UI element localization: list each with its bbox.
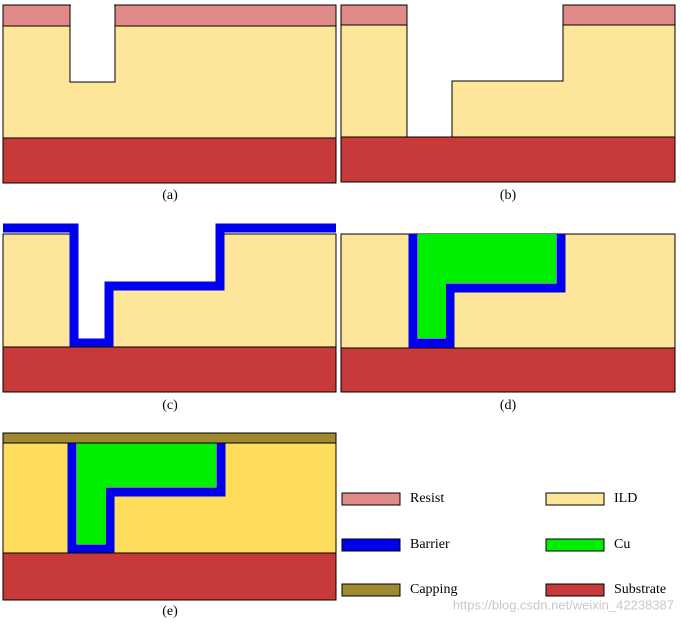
legend-swatch <box>545 538 605 552</box>
copper <box>418 234 556 338</box>
legend-label: Capping <box>410 582 457 597</box>
legend-swatch <box>545 492 605 506</box>
panel-label: (b) <box>500 188 517 203</box>
copper <box>77 443 216 544</box>
barrier <box>408 234 566 348</box>
legend-label: Substrate <box>614 582 666 597</box>
panel-label: (a) <box>162 188 178 203</box>
resist <box>340 4 408 26</box>
opening <box>71 4 114 26</box>
legend-label: Barrier <box>410 537 450 552</box>
legend: Resist ILD Barrier Cu Capping Substrate <box>341 491 666 597</box>
legend-label: Resist <box>410 491 444 506</box>
panel-e: (e) <box>2 432 337 619</box>
substrate <box>340 136 676 183</box>
legend-swatch <box>341 492 401 506</box>
legend-label: Cu <box>614 537 630 552</box>
panel-d: (d) <box>340 233 676 413</box>
substrate <box>2 552 337 601</box>
legend-swatch <box>341 538 401 552</box>
panel-a: (a) <box>2 4 337 203</box>
ild <box>2 25 337 139</box>
legend-label: ILD <box>614 491 637 506</box>
resist <box>2 4 71 27</box>
substrate <box>340 347 676 393</box>
barrier <box>3 223 336 348</box>
barrier <box>67 443 226 554</box>
watermark: https://blog.csdn.net/weixin_42238387 <box>453 597 674 612</box>
panel-c: (c) <box>2 222 337 413</box>
capping <box>2 432 337 444</box>
legend-swatch <box>341 583 401 597</box>
substrate <box>2 137 337 184</box>
resist <box>562 4 676 26</box>
legend-swatch <box>545 583 605 597</box>
resist <box>114 4 337 27</box>
panel-b: (b) <box>340 4 676 203</box>
panel-label: (d) <box>500 398 517 413</box>
ild <box>340 24 676 138</box>
panel-label: (c) <box>162 398 178 413</box>
panel-label: (e) <box>162 604 178 619</box>
substrate <box>2 346 337 393</box>
